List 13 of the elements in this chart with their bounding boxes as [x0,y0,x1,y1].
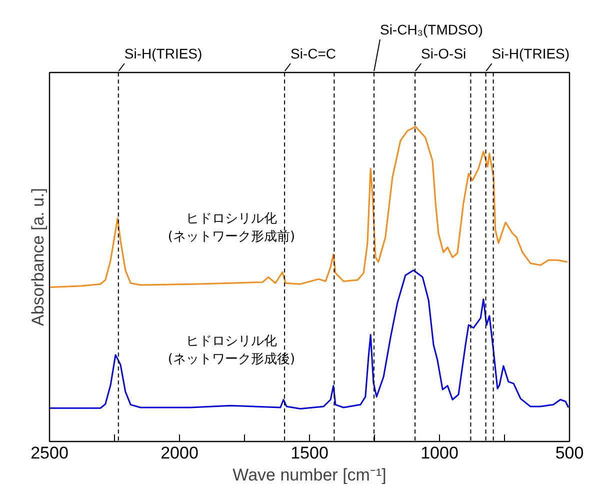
annotation: ヒドロシリル化 (ネットワーク形成前) [168,212,296,245]
x-tick-label: 2500 [30,444,68,462]
ref-line-label: Si-O-Si [421,46,466,62]
x-tick-label: 2000 [160,444,198,462]
x-tick-label: 1000 [420,444,458,462]
y-axis-title: Absorbance [a. u.] [28,188,48,326]
x-tick-label: 1500 [290,444,328,462]
ref-line-label: Si-H(TRIES) [124,46,202,62]
ref-line-label: Si-H(TRIES) [492,46,570,62]
ref-line-label: Si-CH₃(TMDSO) [380,22,483,38]
x-axis-title: Wave number [cm⁻¹] [232,466,386,484]
x-tick-label: 500 [555,444,584,462]
ref-line-label: Si-C=C [290,46,336,62]
